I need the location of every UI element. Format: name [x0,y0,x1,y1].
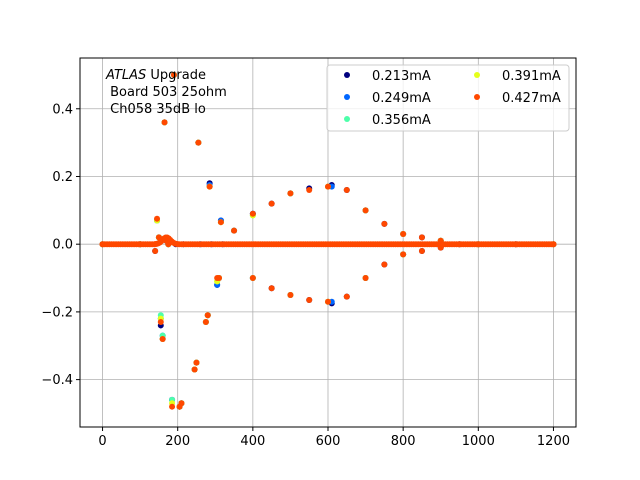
annotation-atlas: ATLAS [105,68,146,83]
data-point [217,219,224,226]
x-tick-label: 1200 [537,434,570,449]
data-point [343,187,350,194]
annotation-line-1: ATLAS Upgrade [105,68,206,83]
data-point [195,139,202,146]
data-points [99,71,557,410]
data-point [202,319,209,326]
data-point [400,251,407,258]
annotation-block: ATLAS Upgrade Board 503 25ohm Ch058 35dB… [105,68,227,117]
y-tick-label: 0.2 [52,170,73,185]
data-point [287,291,294,298]
annotation-line-3: Ch058 35dB lo [106,102,206,117]
data-point [152,247,159,254]
data-point [381,220,388,227]
y-tick-label: −0.2 [41,305,73,320]
data-point [362,207,369,214]
legend-label: 0.356mA [372,113,431,128]
data-point [418,247,425,254]
x-tick-label: 600 [316,434,341,449]
data-point [161,119,168,126]
legend-marker [344,116,350,122]
legend-label: 0.249mA [372,91,431,106]
data-point [157,319,164,326]
data-point [268,200,275,207]
data-point [287,190,294,197]
data-point [418,234,425,241]
data-point [306,187,313,194]
data-point [381,261,388,268]
y-tick-label: 0.0 [52,238,73,253]
data-point [550,241,557,248]
data-point [174,241,181,248]
data-point [268,285,275,292]
legend-box [326,64,570,132]
legend-marker [344,94,350,100]
data-point [206,183,213,190]
x-tick-label: 200 [165,434,190,449]
data-point [343,293,350,300]
y-tick-label: 0.4 [52,102,73,117]
data-point [204,312,211,319]
x-tick-label: 400 [240,434,265,449]
data-point [325,183,331,190]
data-point [170,71,177,78]
annotation-line-2: Board 503 25ohm [106,85,227,100]
data-point [154,215,161,222]
data-point [231,227,238,234]
data-point [193,359,200,366]
data-point [362,275,369,282]
data-point [325,298,331,305]
data-point [216,275,223,282]
x-axis-ticks: 0 200 400 600 800 1000 1200 [98,427,570,449]
y-tick-label: −0.4 [41,373,73,388]
legend-label: 0.213mA [372,69,431,84]
legend-marker [474,94,480,100]
x-tick-label: 0 [98,434,106,449]
data-point [169,403,176,410]
x-tick-label: 800 [391,434,416,449]
legend-label: 0.391mA [502,69,561,84]
data-point [306,297,313,304]
data-point [249,275,256,282]
legend-marker [344,72,350,78]
data-point [191,366,198,373]
legend-label: 0.427mA [502,91,561,106]
legend-entries: 0.213mA 0.249mA 0.356mA 0.391mA 0.427mA [344,69,561,128]
legend: 0.213mA 0.249mA 0.356mA 0.391mA 0.427mA [326,64,570,132]
data-point [178,400,185,407]
x-tick-label: 1000 [462,434,495,449]
annotation-upgrade: Upgrade [146,68,206,83]
data-point [249,210,256,217]
data-point [400,231,407,238]
data-point [159,335,166,342]
y-axis-ticks: −0.4 −0.2 0.0 0.2 0.4 [41,102,80,388]
legend-marker [474,72,480,78]
